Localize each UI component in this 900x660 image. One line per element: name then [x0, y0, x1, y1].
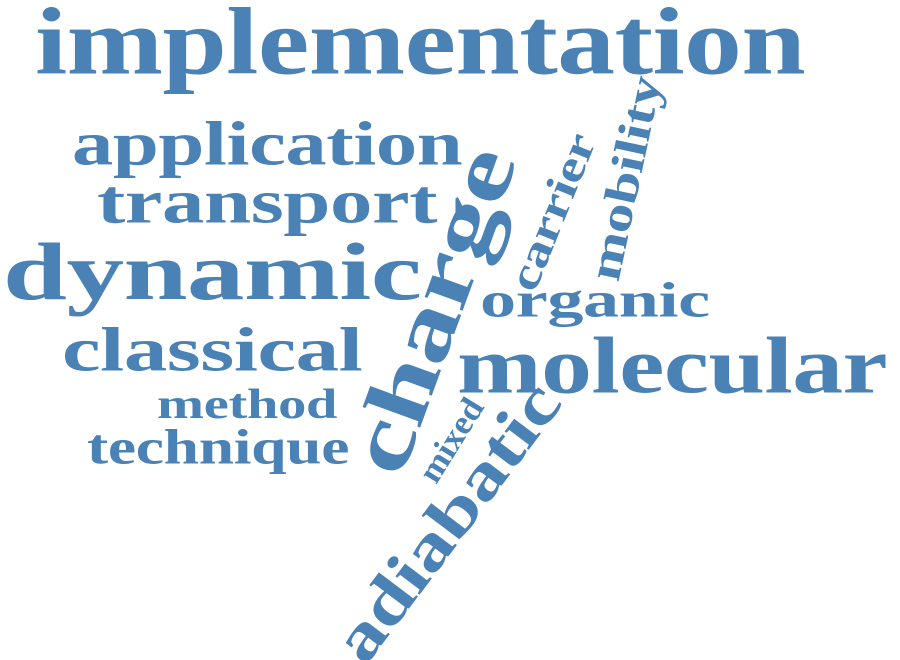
word-dynamic: dynamic [3, 226, 422, 318]
word-application: application [71, 109, 463, 179]
word-technique: technique [87, 419, 350, 475]
word-classical: classical [61, 315, 363, 385]
word-transport: transport [96, 167, 438, 237]
word-method: method [156, 380, 338, 428]
word-mobility: mobility [578, 71, 672, 285]
word-implementation: implementation [34, 0, 806, 95]
word-molecular: molecular [457, 321, 888, 410]
word-organic: organic [480, 272, 710, 328]
